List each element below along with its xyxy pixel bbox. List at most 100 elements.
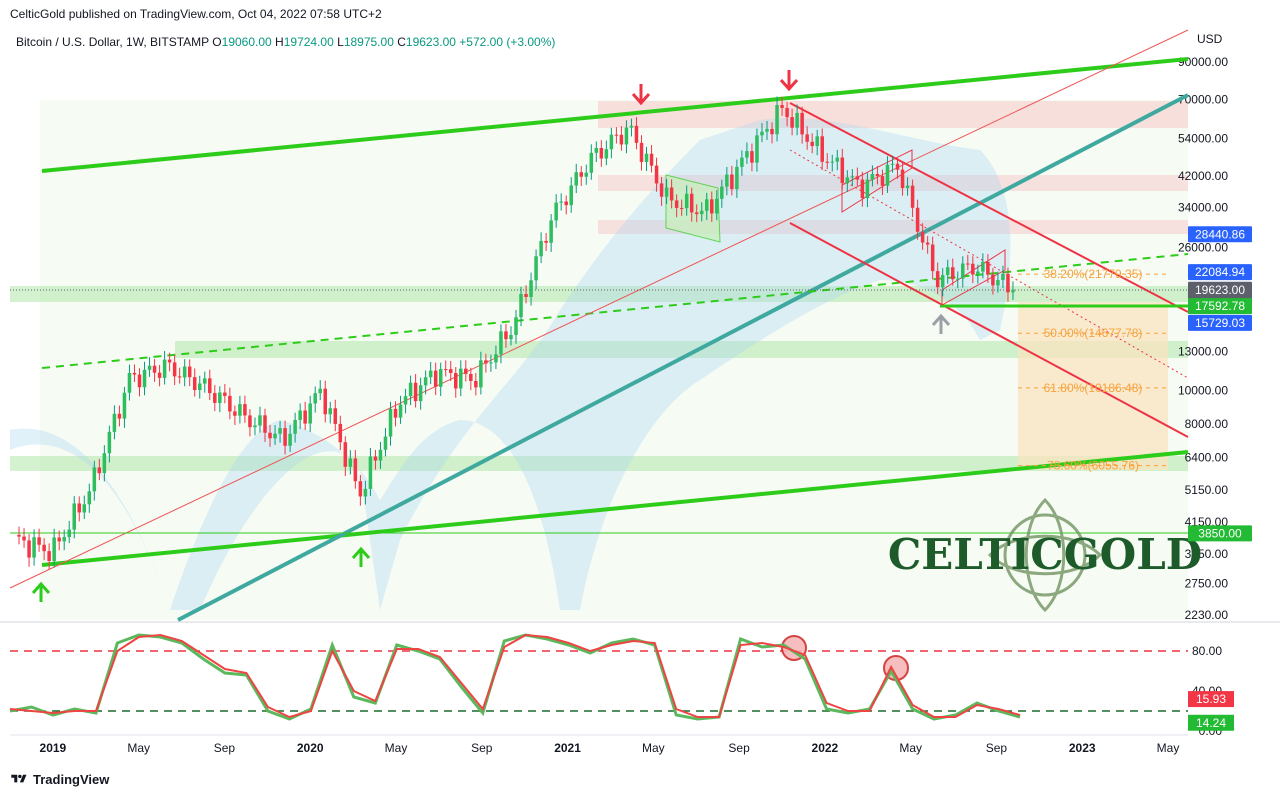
candle-body: [494, 354, 498, 363]
candle-body: [42, 544, 46, 552]
candle-body: [971, 263, 975, 275]
candle-body: [534, 256, 538, 281]
candle-body: [594, 147, 599, 153]
candle-body: [142, 369, 147, 388]
candle-body: [393, 408, 398, 418]
candle-body: [102, 453, 107, 474]
time-tick: 2020: [297, 741, 324, 755]
candle-body: [338, 423, 343, 443]
price-tick: 13000.00: [1178, 344, 1228, 358]
candle-body: [845, 177, 850, 184]
symbol-legend[interactable]: Bitcoin / U.S. Dollar, 1W, BITSTAMP O190…: [16, 35, 555, 49]
low-value: 18975.00: [343, 35, 394, 49]
candle-body: [735, 166, 739, 190]
red-channel-upper: [789, 102, 1189, 313]
price-label-value: 17592.78: [1195, 299, 1245, 313]
candle-body: [524, 293, 528, 298]
candle-body: [479, 360, 483, 388]
price-tick: 6400.00: [1185, 450, 1229, 464]
thin-red-trend-line: [9, 29, 1189, 589]
time-axis: 2019 May Sep 2020 May Sep 2021 May Sep 2022 May Sep…: [10, 734, 1188, 755]
candle-body: [77, 503, 82, 513]
candle-body: [288, 433, 292, 446]
candle-body: [559, 201, 563, 203]
candle-body: [1006, 273, 1010, 293]
candle-body: [22, 536, 26, 541]
candle-body: [323, 388, 327, 415]
candle-body: [423, 377, 428, 386]
candle-body: [996, 280, 1000, 286]
stoch-series-green: [9, 633, 1021, 721]
candle-body: [258, 415, 262, 426]
price-tick: 70000.00: [1178, 93, 1228, 107]
candle-body: [223, 392, 227, 396]
candle-body: [815, 136, 819, 147]
candle-body: [243, 404, 247, 416]
candle-body: [499, 331, 503, 355]
candle-body: [705, 199, 709, 211]
candle-body: [885, 164, 890, 186]
candle-body: [509, 334, 513, 340]
footer-brand-text: TradingView: [33, 771, 110, 787]
candle-body: [182, 366, 187, 378]
candle-body: [880, 176, 885, 186]
open-value: 19060.00: [221, 35, 272, 49]
candle-body: [589, 152, 594, 173]
red-dotted-line: [789, 149, 1189, 379]
candle-body: [328, 408, 333, 415]
candle-body: [991, 274, 995, 286]
candle-body: [629, 125, 634, 128]
candle-body: [514, 317, 518, 335]
time-tick: 2021: [554, 741, 581, 755]
candle-body: [228, 395, 232, 412]
fib-label: 78.60%(6055.76): [1047, 459, 1139, 473]
candle-body: [765, 128, 769, 132]
candle-body: [775, 105, 779, 135]
time-tick: Sep: [214, 741, 236, 755]
candle-body: [694, 212, 699, 215]
time-tick: 2022: [812, 741, 839, 755]
green-arrow-up-2020-mar: [351, 546, 371, 567]
footer-brand[interactable]: TradingView: [10, 770, 109, 788]
resistance-zone-red-2: [598, 220, 1188, 234]
fib-label: 50.00%(14677.78): [1044, 326, 1143, 340]
candle-body: [674, 200, 679, 208]
candle-body: [945, 267, 950, 276]
candle-body: [474, 380, 478, 388]
candle-body: [730, 174, 734, 190]
candle-body: [895, 163, 900, 170]
candle-body: [438, 369, 443, 387]
candle-body: [67, 529, 71, 538]
candle-body: [454, 372, 458, 389]
tradingview-logo-icon: [11, 774, 27, 783]
time-tick: May: [1157, 741, 1180, 755]
symbol-name: Bitcoin / U.S. Dollar, 1W, BITSTAMP: [16, 35, 209, 49]
candle-body: [840, 157, 845, 184]
grey-arrow-up-2022-jun: [931, 313, 951, 334]
candle-body: [273, 433, 277, 439]
candle-body: [684, 193, 689, 209]
candle-body: [935, 271, 940, 288]
open-label: O: [212, 35, 222, 49]
fib-label: 38.20%(21779.35): [1044, 267, 1143, 281]
candle-body: [368, 456, 373, 489]
candle-body: [669, 187, 674, 201]
candle-body: [539, 240, 543, 257]
green-arrow-up-2018-dec: [31, 581, 51, 602]
candle-body: [408, 382, 413, 397]
price-label-value: 3850.00: [1198, 526, 1242, 540]
candle-body: [649, 153, 654, 166]
candle-body: [32, 537, 36, 558]
candle-body: [910, 185, 915, 208]
candle-body: [283, 428, 287, 446]
candle-body: [253, 425, 257, 428]
candle-body: [268, 432, 272, 439]
logo-text: CELTICGOLD: [888, 530, 1202, 579]
candle-body: [920, 231, 925, 243]
price-tick: 5150.00: [1185, 483, 1229, 497]
candle-body: [604, 149, 609, 159]
candle-body: [900, 169, 905, 189]
candle-body: [37, 537, 41, 545]
candle-body: [820, 136, 824, 162]
